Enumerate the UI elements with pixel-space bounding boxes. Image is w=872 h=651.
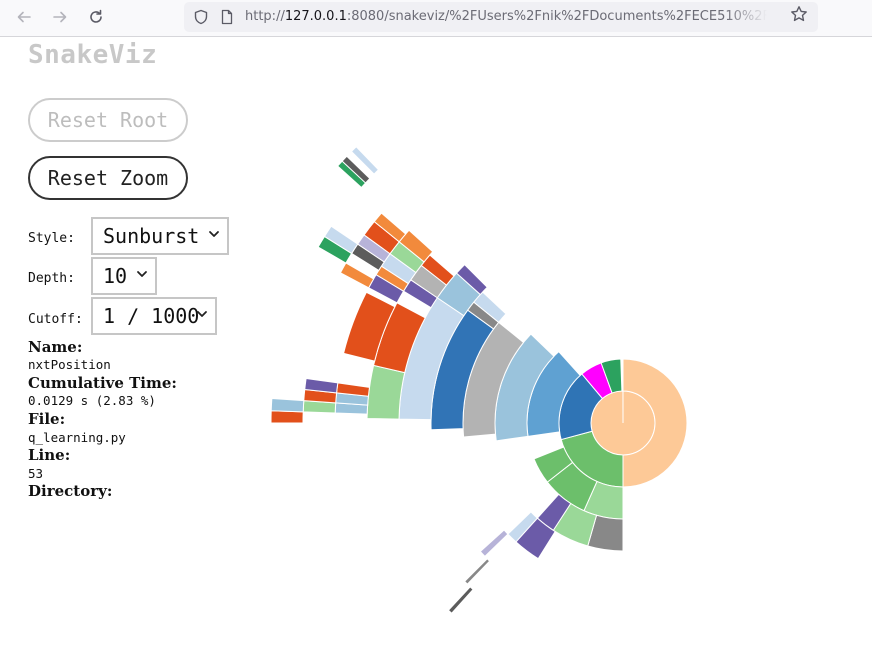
file-value: q_learning.py xyxy=(28,430,126,445)
arrow-left-icon xyxy=(17,11,31,23)
sunburst-segment[interactable] xyxy=(270,397,305,413)
sunburst-segment[interactable] xyxy=(507,511,539,543)
reset-zoom-button[interactable]: Reset Zoom xyxy=(28,156,188,200)
reset-root-button[interactable]: Reset Root xyxy=(28,98,188,142)
sunburst-segment[interactable] xyxy=(350,146,380,175)
reload-button[interactable] xyxy=(82,4,110,30)
page-icon[interactable] xyxy=(218,8,236,26)
sunburst-segment[interactable] xyxy=(473,291,507,324)
cutoff-select[interactable]: 1 ∕ 1000 xyxy=(91,297,217,335)
back-button[interactable] xyxy=(10,4,38,30)
sunburst-segment[interactable] xyxy=(622,358,688,488)
chevron-down-icon xyxy=(137,271,147,277)
directory-label: Directory: xyxy=(28,482,113,500)
cumulative-time-label: Cumulative Time: xyxy=(28,374,177,392)
chevron-down-icon xyxy=(209,231,219,237)
sunburst-segment[interactable] xyxy=(479,529,509,558)
file-label: File: xyxy=(28,410,66,428)
app-title: SnakeViz xyxy=(28,40,158,70)
cumulative-time-value: 0.0129 s (2.83 %) xyxy=(28,393,156,408)
sunburst-segment[interactable] xyxy=(304,377,339,394)
line-value: 53 xyxy=(28,466,44,481)
style-select[interactable]: Sunburst xyxy=(91,217,229,255)
sunburst-segment[interactable] xyxy=(533,446,574,483)
name-value: nxtPosition xyxy=(28,357,111,372)
depth-label: Depth: xyxy=(28,271,75,286)
line-label: Line: xyxy=(28,446,71,464)
url-text[interactable]: http://127.0.0.1:8080/snakeviz/%2FUsers%… xyxy=(245,9,767,24)
forward-button[interactable] xyxy=(46,4,74,30)
url-prefix: http:// xyxy=(245,9,285,24)
cutoff-select-value: 1 ∕ 1000 xyxy=(103,304,200,328)
sunburst-segment[interactable] xyxy=(323,225,359,255)
sunburst-segment[interactable] xyxy=(600,358,623,394)
cutoff-label: Cutoff: xyxy=(28,312,83,327)
style-label: Style: xyxy=(28,231,75,246)
browser-toolbar: http://127.0.0.1:8080/snakeviz/%2FUsers%… xyxy=(0,0,872,37)
sunburst-segment[interactable] xyxy=(339,262,375,289)
sunburst-segment[interactable] xyxy=(341,155,371,184)
star-icon xyxy=(791,6,807,22)
bookmark-button[interactable] xyxy=(790,5,808,28)
sunburst-segment[interactable] xyxy=(463,558,491,585)
sunburst-segment[interactable] xyxy=(342,291,396,362)
url-host: 127.0.0.1 xyxy=(284,9,347,24)
depth-select[interactable]: 10 xyxy=(91,257,157,295)
name-label: Name: xyxy=(28,338,83,356)
sunburst-segment[interactable] xyxy=(447,586,474,614)
style-select-value: Sunburst xyxy=(103,224,200,248)
chevron-down-icon xyxy=(197,311,207,317)
url-path: :8080/snakeviz/%2FUsers%2Fnik%2FDocument… xyxy=(346,9,767,24)
sunburst-segment[interactable] xyxy=(270,410,304,424)
sunburst-segment[interactable] xyxy=(366,364,406,420)
url-bar[interactable]: http://127.0.0.1:8080/snakeviz/%2FUsers%… xyxy=(184,2,818,32)
shield-icon[interactable] xyxy=(192,8,210,26)
depth-select-value: 10 xyxy=(103,264,128,288)
sunburst-segment[interactable] xyxy=(455,263,488,296)
sunburst-segment[interactable] xyxy=(373,212,407,243)
reload-icon xyxy=(90,9,102,23)
arrow-right-icon xyxy=(53,11,67,23)
